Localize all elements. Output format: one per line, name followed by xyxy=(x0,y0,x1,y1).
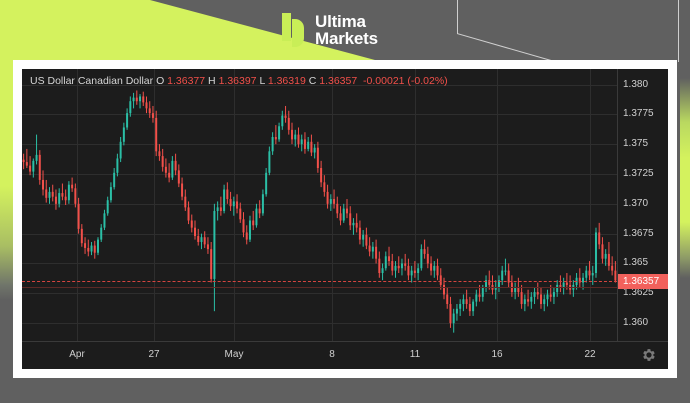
close-label: C xyxy=(308,75,317,87)
close-value: 1.36357 xyxy=(319,75,358,87)
low-label: L xyxy=(259,75,265,87)
candlestick-series xyxy=(22,90,617,333)
current-price-line-solid xyxy=(22,286,617,288)
gridline-vertical xyxy=(590,69,591,341)
brand-name-line2: Markets xyxy=(315,29,378,48)
gridline-horizontal xyxy=(22,293,617,295)
time-axis-tick: 22 xyxy=(584,349,596,360)
symbol-label: US Dollar Canadian Dollar xyxy=(30,75,154,87)
lime-strip-left-decoration xyxy=(0,0,13,300)
decorative-line-vertical-right xyxy=(678,0,679,62)
brand-name-line1: Ultima xyxy=(315,12,366,31)
price-axis-tick: 1.3775 xyxy=(623,108,654,120)
price-axis-tick: 1.380 xyxy=(623,78,649,90)
price-axis[interactable]: 1.36357 1.380 1.3775 1.375 1.3725 1.370 1.367… xyxy=(617,69,668,369)
price-axis-tick: 1.3625 xyxy=(623,287,654,299)
brand-name: Ultima Markets xyxy=(315,13,378,47)
gridline-horizontal xyxy=(22,114,617,116)
time-axis-tick: 27 xyxy=(148,349,160,360)
gridline-vertical xyxy=(154,69,155,341)
high-label: H xyxy=(208,75,216,87)
current-price-line xyxy=(22,280,617,282)
open-label: O xyxy=(156,75,165,87)
time-axis-tick: 11 xyxy=(409,349,421,360)
time-axis-tick: Apr xyxy=(69,349,85,360)
price-axis-tick: 1.370 xyxy=(623,197,649,209)
chart-plot-area[interactable] xyxy=(22,69,617,341)
chart-container[interactable]: US Dollar Canadian Dollar O 1.36377 H 1.… xyxy=(22,69,668,369)
gridline-vertical xyxy=(415,69,416,341)
gridline-horizontal xyxy=(22,173,617,175)
lime-strip-right-decoration xyxy=(680,78,690,278)
current-price-badge: 1.36357 xyxy=(618,273,668,289)
chart-card: US Dollar Canadian Dollar O 1.36377 H 1.… xyxy=(13,60,677,378)
time-axis[interactable]: Apr 27 May 8 11 16 22 xyxy=(22,341,668,369)
gridline-horizontal xyxy=(22,263,617,265)
gridline-horizontal xyxy=(22,144,617,146)
change-value: -0.00021 xyxy=(363,75,405,87)
gridline-horizontal xyxy=(22,233,617,235)
gridline-horizontal xyxy=(22,323,617,325)
logo-bar-shape xyxy=(282,13,291,41)
time-axis-tick: May xyxy=(224,349,244,360)
time-axis-tick: 8 xyxy=(329,349,335,360)
change-percent: (-0.02%) xyxy=(407,75,448,87)
gridline-horizontal xyxy=(22,84,617,86)
price-axis-tick: 1.3675 xyxy=(623,227,654,239)
gridline-vertical xyxy=(332,69,333,341)
gridline-vertical xyxy=(77,69,78,341)
gridline-vertical xyxy=(497,69,498,341)
price-axis-tick: 1.365 xyxy=(623,257,649,269)
price-axis-tick: 1.360 xyxy=(623,317,649,329)
low-value: 1.36319 xyxy=(267,75,306,87)
gridline-horizontal xyxy=(22,203,617,205)
high-value: 1.36397 xyxy=(218,75,257,87)
gear-icon[interactable] xyxy=(642,348,656,362)
logo-blade-shape xyxy=(292,19,304,47)
brand-logo: Ultima Markets xyxy=(282,13,378,47)
price-axis-tick: 1.375 xyxy=(623,138,649,150)
price-axis-tick: 1.3725 xyxy=(623,167,654,179)
time-axis-tick: 16 xyxy=(491,349,503,360)
ultima-markets-logo-icon xyxy=(282,13,306,47)
ohlc-legend: US Dollar Canadian Dollar O 1.36377 H 1.… xyxy=(30,75,448,87)
decorative-line-vertical xyxy=(457,0,458,34)
open-value: 1.36377 xyxy=(167,75,206,87)
